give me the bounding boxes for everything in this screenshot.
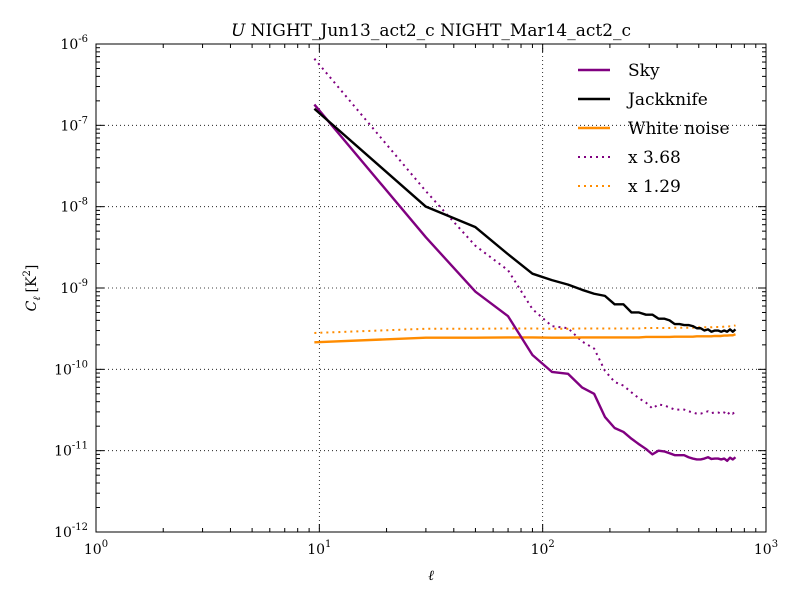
chart-title-text: NIGHT_Jun13_act2_c NIGHT_Mar14_act2_c bbox=[245, 21, 631, 41]
y-tick-label-exp: -11 bbox=[72, 441, 88, 452]
y-tick-label-base: 10 bbox=[54, 444, 72, 460]
series-layer bbox=[313, 58, 737, 463]
y-tick-label-base: 10 bbox=[60, 37, 78, 53]
y-tick-label-exp: -12 bbox=[72, 522, 88, 533]
x-tick-label-exp: 3 bbox=[772, 539, 778, 550]
legend-label: x 1.29 bbox=[628, 177, 681, 197]
x-axis-label: ℓ bbox=[428, 568, 434, 584]
y-tick-label-base: 10 bbox=[54, 362, 72, 378]
y-tick-label-base: 10 bbox=[60, 200, 78, 216]
legend-label: x 3.68 bbox=[628, 148, 681, 168]
y-tick-label: 10-6 bbox=[60, 34, 88, 53]
y-tick-label-base: 10 bbox=[54, 525, 72, 541]
y-tick-label: 10-11 bbox=[54, 441, 88, 460]
series-line-x-1-29 bbox=[314, 324, 736, 334]
series-line-sky bbox=[313, 103, 737, 463]
y-tick-label: 10-12 bbox=[54, 522, 88, 541]
y-axis-label-units-sup: 2 bbox=[22, 270, 33, 276]
ticks bbox=[95, 43, 767, 533]
x-tick-label-exp: 1 bbox=[325, 539, 331, 550]
y-tick-label: 10-9 bbox=[60, 278, 88, 297]
x-tick-label-base: 10 bbox=[307, 542, 325, 558]
x-tick-label-base: 10 bbox=[84, 542, 102, 558]
x-tick-label-base: 10 bbox=[754, 542, 772, 558]
legend-label: Jackknife bbox=[626, 90, 708, 110]
x-tick-label: 100 bbox=[84, 539, 108, 558]
series-line-x-3-68 bbox=[313, 58, 737, 416]
series-line-white-noise bbox=[314, 333, 736, 344]
legend-label: White noise bbox=[628, 119, 730, 139]
y-tick-label: 10-8 bbox=[60, 197, 88, 216]
x-tick-label-exp: 0 bbox=[102, 539, 108, 550]
grid bbox=[96, 44, 766, 532]
y-tick-label-exp: -7 bbox=[78, 115, 88, 126]
y-tick-label-exp: -8 bbox=[78, 197, 88, 208]
series-line-jackknife bbox=[313, 107, 737, 333]
x-tick-label-base: 10 bbox=[531, 542, 549, 558]
x-tick-label-exp: 2 bbox=[548, 539, 554, 550]
legend-label: Sky bbox=[628, 61, 660, 81]
y-axis-label-units: [K bbox=[24, 276, 40, 292]
x-tick-label: 101 bbox=[307, 539, 331, 558]
x-tick-label: 103 bbox=[754, 539, 778, 558]
legend: Sky Jackknife White noise x 3.68 x 1.29 bbox=[578, 61, 730, 197]
y-tick-label-exp: -6 bbox=[78, 34, 88, 45]
y-tick-label-base: 10 bbox=[60, 118, 78, 134]
chart-title-symbol: U bbox=[231, 21, 246, 41]
x-tick-label: 102 bbox=[531, 539, 555, 558]
plot-area bbox=[96, 44, 766, 532]
chart-title: U NIGHT_Jun13_act2_c NIGHT_Mar14_act2_c bbox=[231, 21, 631, 41]
y-tick-label-exp: -9 bbox=[78, 278, 88, 289]
y-axis-label-units-close: ] bbox=[24, 265, 40, 270]
y-axis-label: Cℓ [K2] bbox=[22, 265, 43, 312]
y-axis-label-symbol: C bbox=[24, 300, 40, 311]
y-tick-label-exp: -10 bbox=[72, 359, 88, 370]
x-tick-labels: 100 101 102 103 bbox=[84, 539, 778, 558]
y-tick-label-base: 10 bbox=[60, 281, 78, 297]
y-tick-label: 10-7 bbox=[60, 115, 88, 134]
y-axis-label-sub: ℓ bbox=[32, 296, 43, 300]
y-tick-label: 10-10 bbox=[54, 359, 88, 378]
